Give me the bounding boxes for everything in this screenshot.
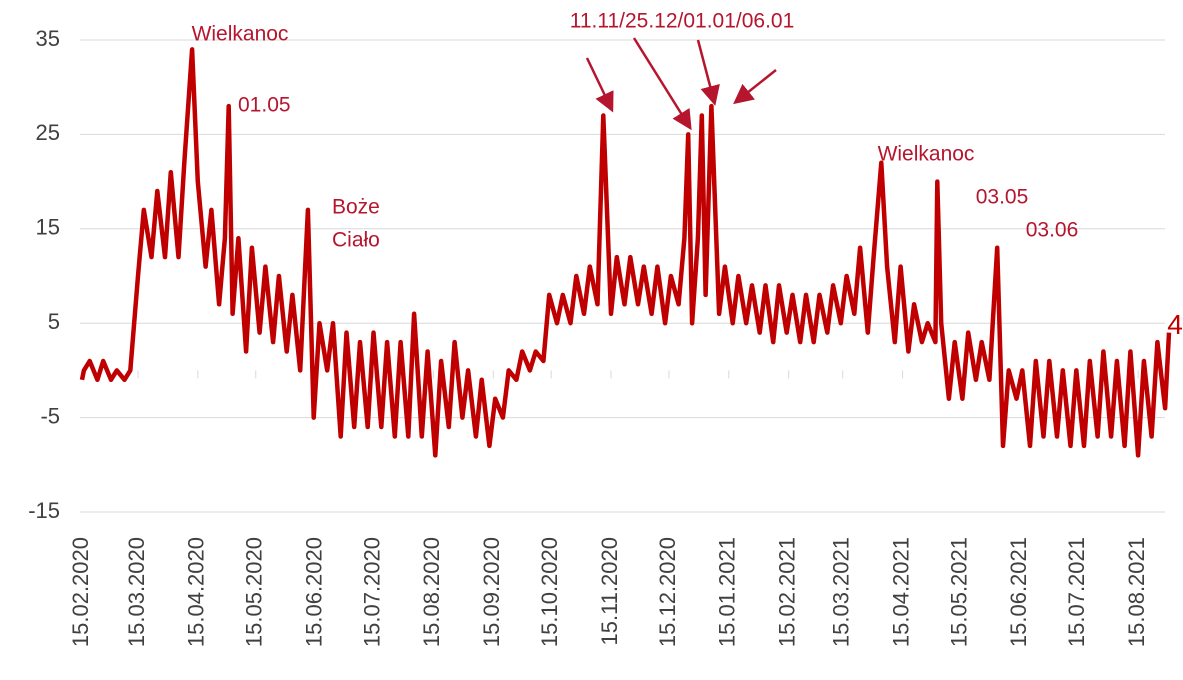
marks xyxy=(79,47,1172,458)
arrow xyxy=(632,37,692,131)
line xyxy=(79,47,1172,458)
annotation: 03.05 xyxy=(976,186,1029,209)
annotation: 11.11/25.12/01.01/06.01 xyxy=(570,10,795,33)
arrow xyxy=(585,57,614,113)
x-tick-label: 15.08.2020 xyxy=(419,537,444,647)
x-tick-label: 15.02.2020 xyxy=(68,537,93,647)
x-tick-label: 15.04.2021 xyxy=(888,537,913,647)
x-tick-label: 15.09.2020 xyxy=(479,537,504,647)
x-tick-label: 15.12.2020 xyxy=(655,537,680,647)
y-tick-label: 35 xyxy=(36,26,60,51)
x-tick-label: 15.03.2020 xyxy=(124,537,149,647)
arrows xyxy=(585,37,777,131)
x-tick-label: 15.02.2021 xyxy=(774,537,799,647)
x-tick-label: 15.03.2021 xyxy=(829,537,854,647)
y-tick-label: 5 xyxy=(48,309,60,334)
y-tick-label: -5 xyxy=(40,403,60,428)
arrow xyxy=(696,39,720,106)
x-tick-label: 15.07.2020 xyxy=(359,537,384,647)
annotation: 01.05 xyxy=(238,94,291,117)
x-tick-label: 15.05.2020 xyxy=(242,537,267,647)
x-tick-label: 15.04.2020 xyxy=(184,537,209,647)
x-tick-label: 15.01.2021 xyxy=(715,537,740,647)
annotation: Ciało xyxy=(332,229,380,252)
x-tick-label: 15.06.2020 xyxy=(301,537,326,647)
y-tick-label: 25 xyxy=(36,120,60,145)
x-tick-label: 15.07.2021 xyxy=(1064,537,1089,647)
x-tick-label: 15.08.2021 xyxy=(1124,537,1149,647)
y-tick-label: -15 xyxy=(28,498,60,523)
x-tick-label: 15.11.2020 xyxy=(597,537,622,645)
annotation: Boże xyxy=(332,196,380,219)
annotation: Wielkanoc xyxy=(192,23,289,46)
value-label: 4 xyxy=(1167,309,1183,340)
x-tick-label: 15.10.2020 xyxy=(537,537,562,647)
x-tick-label: 15.06.2021 xyxy=(1006,537,1031,647)
annotation: Wielkanoc xyxy=(878,143,975,166)
arrow xyxy=(733,69,777,105)
y-tick-label: 15 xyxy=(36,215,60,240)
annotation: 03.06 xyxy=(1026,219,1079,242)
x-tick-label: 15.05.2021 xyxy=(946,537,971,647)
